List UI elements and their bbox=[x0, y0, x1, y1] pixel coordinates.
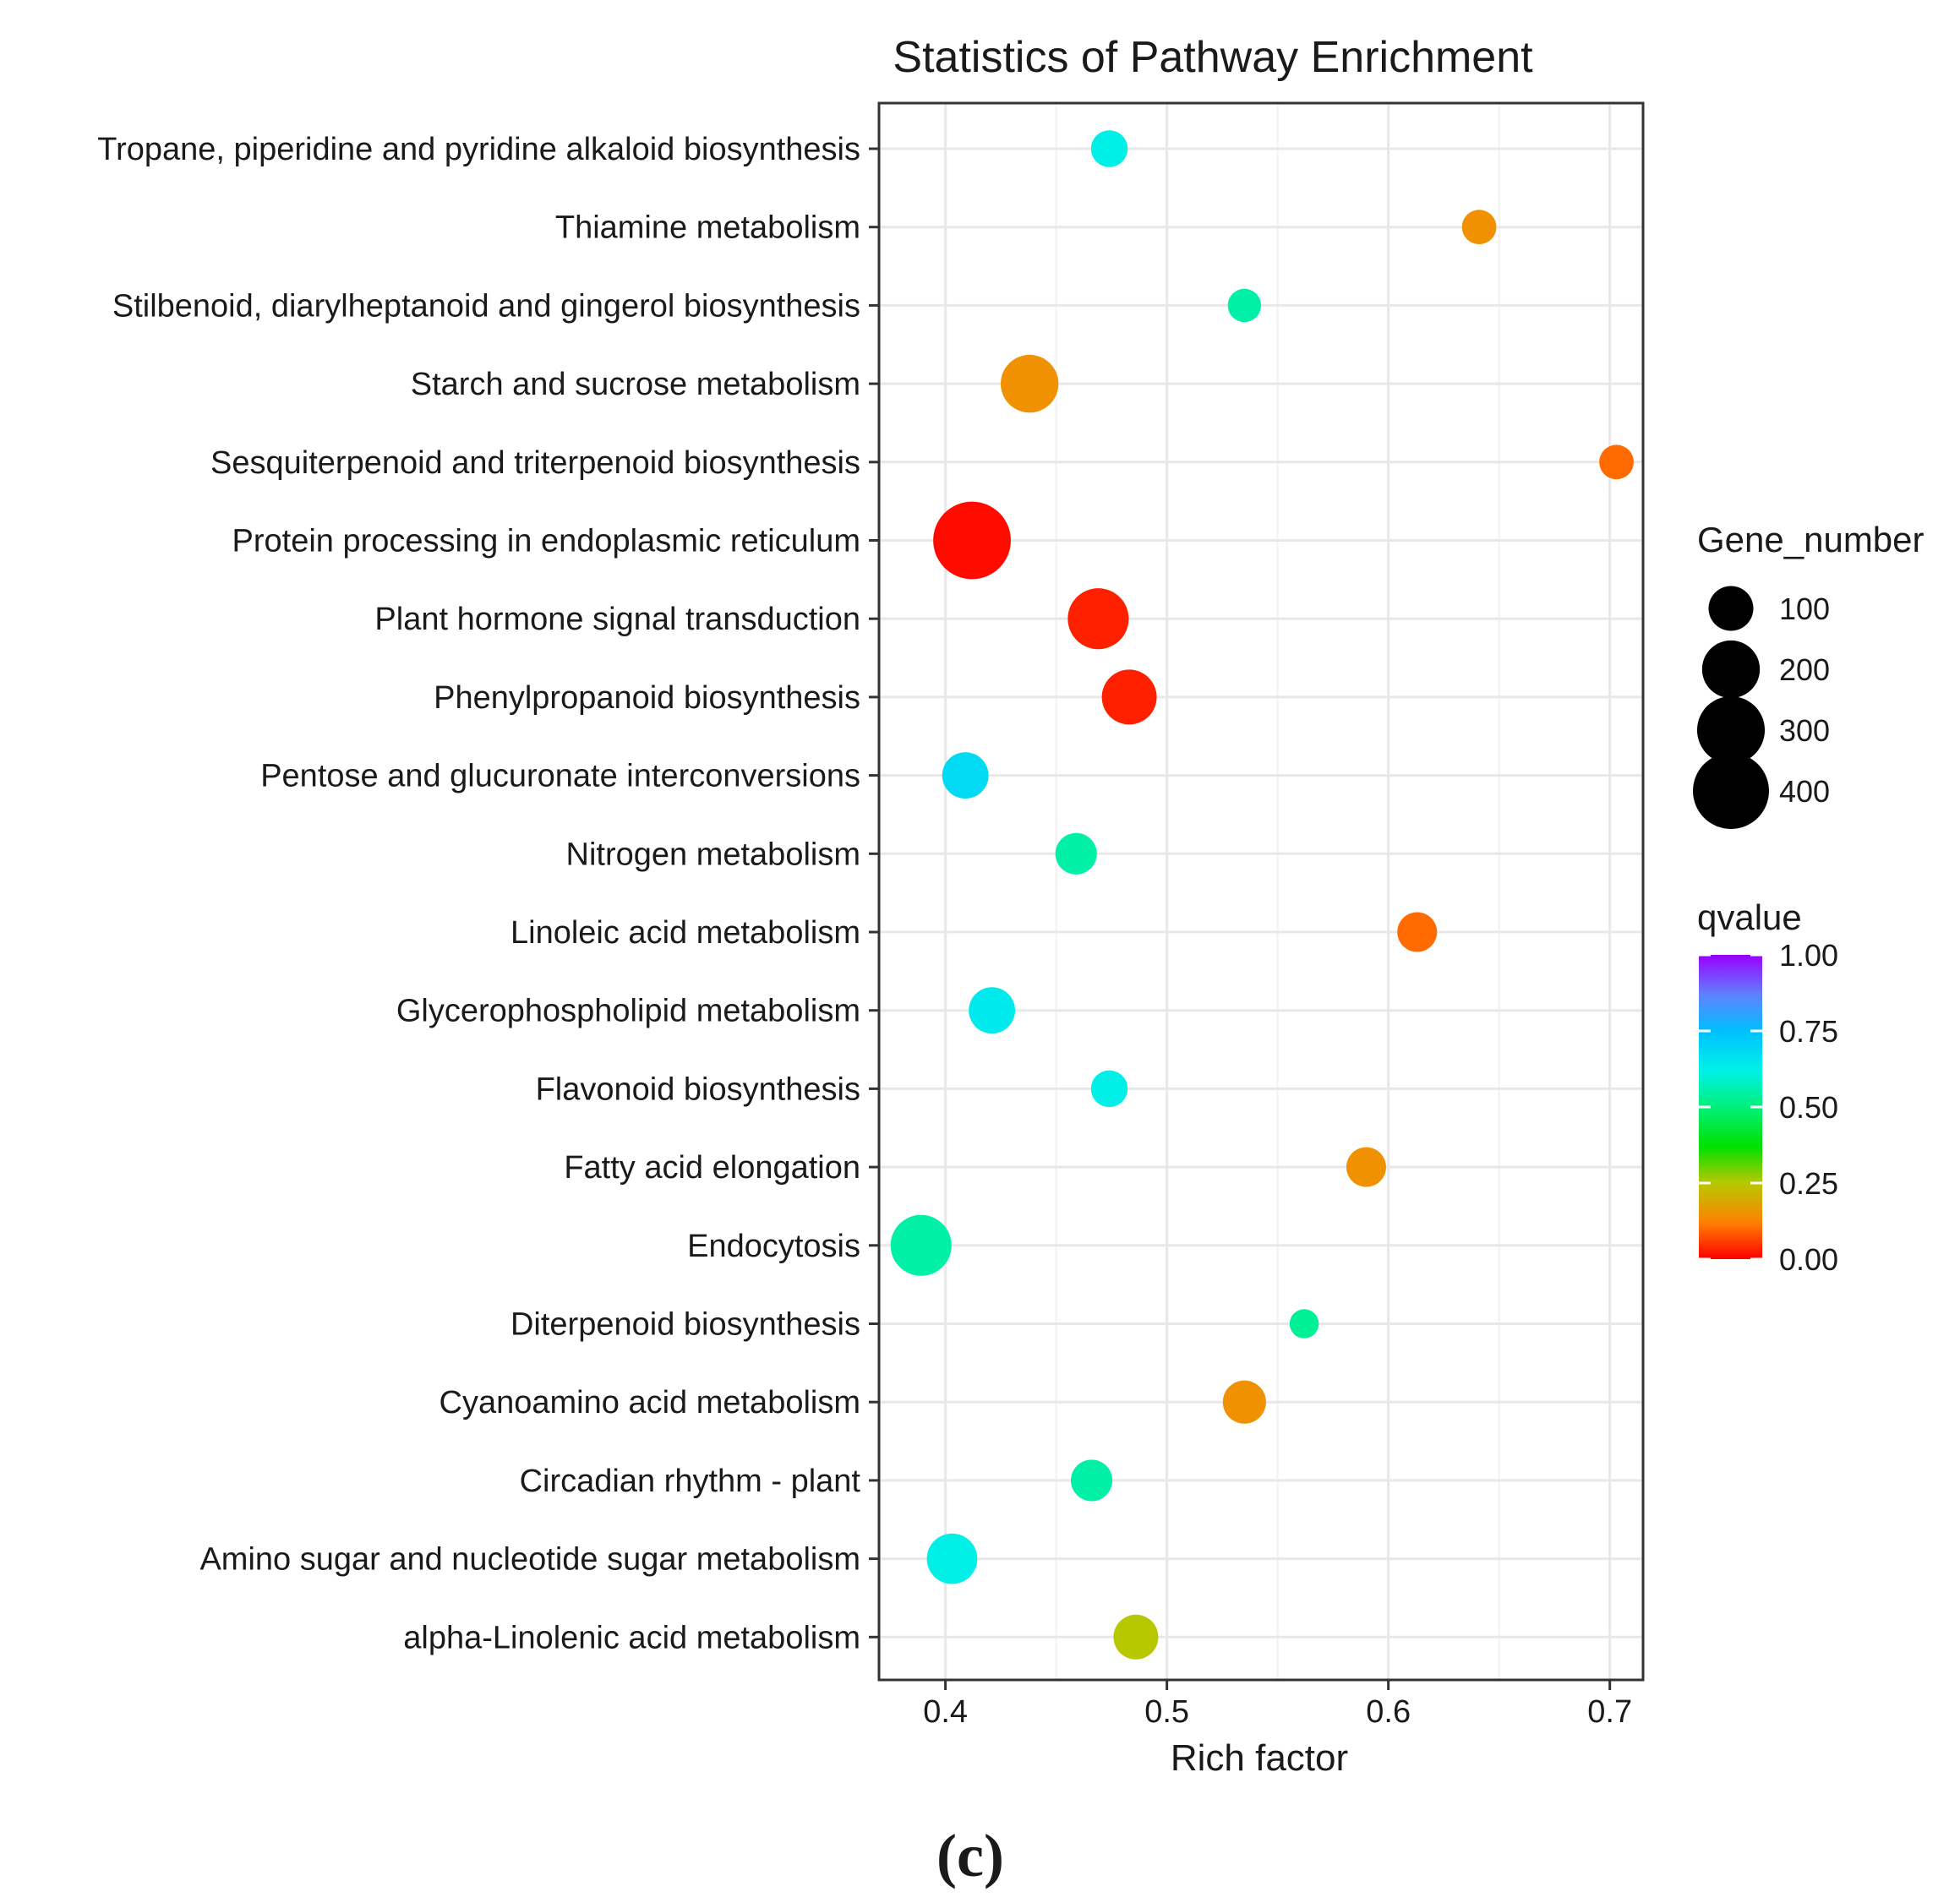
data-point bbox=[933, 501, 1011, 580]
x-tick-label: 0.7 bbox=[1587, 1694, 1632, 1730]
colorbar-label: 1.00 bbox=[1779, 938, 1838, 973]
data-point bbox=[1113, 1614, 1159, 1660]
y-category-label: Amino sugar and nucleotide sugar metabol… bbox=[199, 1542, 860, 1578]
size-legend-key bbox=[1708, 586, 1754, 631]
y-category-label: Phenylpropanoid biosynthesis bbox=[434, 680, 860, 716]
data-point bbox=[1397, 912, 1438, 952]
size-legend-label: 400 bbox=[1779, 774, 1830, 809]
colorbar-label: 0.00 bbox=[1779, 1242, 1838, 1277]
color-legend-title: qvalue bbox=[1697, 897, 1802, 937]
data-point bbox=[1067, 588, 1129, 650]
y-category-label: Cyanoamino acid metabolism bbox=[439, 1385, 860, 1420]
colorbar-label: 0.75 bbox=[1779, 1014, 1838, 1049]
data-point bbox=[890, 1214, 952, 1276]
data-point bbox=[1599, 444, 1634, 480]
x-tick-label: 0.4 bbox=[923, 1694, 968, 1730]
y-category-label: alpha-Linolenic acid metabolism bbox=[403, 1620, 860, 1655]
size-legend-key bbox=[1696, 695, 1766, 765]
y-category-label: Pentose and glucuronate interconversions bbox=[260, 759, 860, 794]
x-axis-label: Rich factor bbox=[1171, 1737, 1348, 1779]
data-point bbox=[1461, 210, 1497, 245]
size-legend-label: 300 bbox=[1779, 713, 1830, 748]
data-point bbox=[1222, 1380, 1266, 1424]
y-category-label: Endocytosis bbox=[687, 1229, 860, 1264]
data-point bbox=[1289, 1309, 1319, 1339]
size-legend-key bbox=[1693, 753, 1769, 829]
y-category-label: Sesquiterpenoid and triterpenoid biosynt… bbox=[210, 445, 860, 481]
y-category-label: Linoleic acid metabolism bbox=[510, 915, 860, 951]
y-category-label: Thiamine metabolism bbox=[555, 210, 860, 246]
chart-title: Statistics of Pathway Enrichment bbox=[893, 33, 1533, 82]
data-point bbox=[1101, 669, 1157, 725]
colorbar-label: 0.50 bbox=[1779, 1090, 1838, 1125]
y-category-label: Circadian rhythm - plant bbox=[520, 1464, 861, 1499]
data-point bbox=[1001, 354, 1059, 413]
data-point bbox=[926, 1533, 978, 1584]
data-point bbox=[1055, 832, 1097, 875]
plot-background bbox=[879, 103, 1643, 1680]
plot-area: 0.4 0.5 0.6 0.7 Tropane, piperidine and pyri… bbox=[97, 101, 1645, 1730]
size-legend-label: 200 bbox=[1779, 652, 1830, 687]
x-tick-label: 0.6 bbox=[1366, 1694, 1411, 1730]
plot-border bbox=[877, 101, 1645, 1682]
size-legend-key bbox=[1701, 640, 1761, 699]
y-category-label: Plant hormone signal transduction bbox=[374, 602, 860, 637]
size-legend-title: Gene_number bbox=[1697, 520, 1925, 559]
y-category-label: Nitrogen metabolism bbox=[566, 837, 860, 872]
data-point bbox=[1090, 130, 1128, 167]
y-category-label: Glycerophospholipid metabolism bbox=[396, 994, 860, 1029]
y-category-label: Protein processing in endoplasmic reticu… bbox=[232, 524, 860, 559]
y-category-label: Flavonoid biosynthesis bbox=[536, 1071, 860, 1107]
data-point bbox=[1071, 1459, 1113, 1502]
y-category-label: Stilbenoid, diarylheptanoid and gingerol… bbox=[112, 288, 860, 324]
y-category-label: Diterpenoid biosynthesis bbox=[510, 1307, 860, 1343]
y-category-label: Fatty acid elongation bbox=[564, 1150, 860, 1186]
color-legend: qvalue 1.00 0.75 0.50 0.25 0.00 bbox=[1697, 897, 1838, 1277]
size-legend-label: 100 bbox=[1779, 592, 1830, 626]
data-point bbox=[969, 987, 1016, 1034]
colorbar-label: 0.25 bbox=[1779, 1166, 1838, 1201]
panel-label: (c) bbox=[936, 1822, 1004, 1889]
data-point bbox=[1090, 1070, 1128, 1108]
size-legend: Gene_number 100 200 300 400 bbox=[1693, 520, 1925, 829]
y-category-label: Tropane, piperidine and pyridine alkaloi… bbox=[97, 132, 860, 167]
y-category-label: Starch and sucrose metabolism bbox=[411, 367, 860, 402]
x-tick-label: 0.5 bbox=[1144, 1694, 1189, 1730]
data-point bbox=[1346, 1147, 1386, 1187]
data-point bbox=[1227, 288, 1262, 323]
data-point bbox=[942, 752, 989, 799]
